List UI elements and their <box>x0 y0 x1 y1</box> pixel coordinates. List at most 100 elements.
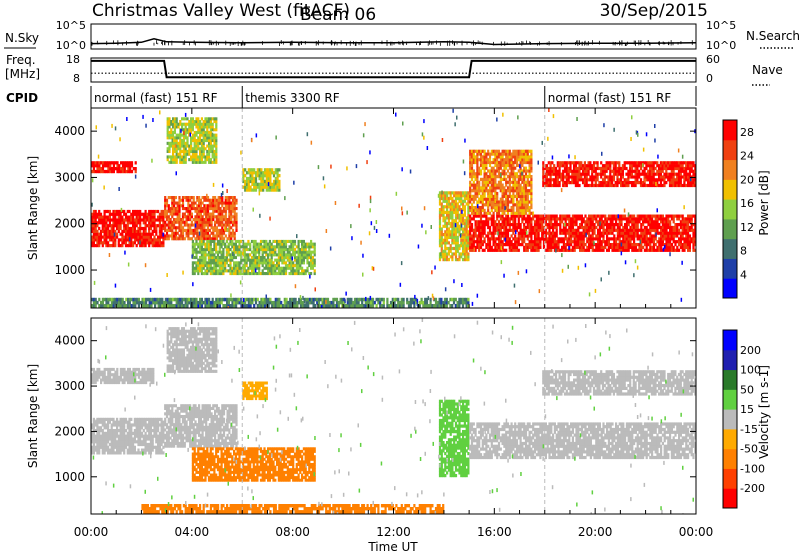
heatmap-cell <box>643 248 646 252</box>
heatmap-cell <box>198 209 201 213</box>
heatmap-cell <box>550 243 553 247</box>
heatmap-cell <box>189 231 192 235</box>
heatmap-cell <box>224 209 227 213</box>
heatmap-cell <box>476 228 479 232</box>
heatmap-cell <box>202 248 205 252</box>
heatmap-cell <box>116 235 119 239</box>
heatmap-cell <box>290 266 293 270</box>
heatmap-cell <box>449 210 452 214</box>
heatmap-cell <box>123 235 126 239</box>
heatmap-cell <box>293 258 297 262</box>
heatmap-cell <box>256 256 259 260</box>
heatmap-cell <box>676 225 679 230</box>
heatmap-cell <box>208 220 211 224</box>
heatmap-cell <box>114 241 117 245</box>
heatmap-cell <box>94 304 97 308</box>
heatmap-cell <box>166 300 169 305</box>
heatmap-cell <box>206 155 209 159</box>
heatmap-cell <box>201 218 204 222</box>
heatmap-cell <box>567 181 570 185</box>
heatmap-cell <box>171 228 174 232</box>
heatmap-cell <box>200 152 203 156</box>
heatmap-cell <box>242 304 245 308</box>
heatmap-cell <box>256 185 259 189</box>
heatmap-cell <box>112 304 115 308</box>
heatmap-cell <box>119 215 122 219</box>
heatmap-cell <box>446 241 449 245</box>
heatmap-cell <box>618 220 621 224</box>
heatmap-cell <box>101 161 105 165</box>
heatmap-cell <box>458 246 461 251</box>
heatmap-cell <box>196 196 199 200</box>
heatmap-cell <box>317 300 321 305</box>
heatmap-cell <box>570 225 573 230</box>
heatmap-cell <box>679 214 682 218</box>
heatmap-cell <box>539 220 542 224</box>
heatmap-cell <box>188 300 191 305</box>
heatmap-cell <box>476 223 479 227</box>
heatmap-cell <box>573 220 576 224</box>
heatmap-cell <box>530 225 533 230</box>
heatmap-cell <box>136 297 139 302</box>
heatmap-cell <box>209 250 212 254</box>
heatmap-cell <box>591 181 594 185</box>
heatmap-cell <box>562 175 565 179</box>
heatmap-cell <box>263 248 266 252</box>
heatmap-cell <box>656 223 659 227</box>
heatmap-cell <box>602 245 605 249</box>
heatmap-cell <box>179 152 182 156</box>
heatmap-cell <box>618 225 621 230</box>
heatmap-cell <box>558 175 561 179</box>
heatmap-cell <box>564 223 567 227</box>
heatmap-cell <box>642 223 645 227</box>
heatmap-cell <box>153 221 156 225</box>
heatmap-cell <box>215 226 218 230</box>
heatmap-cell <box>446 252 449 256</box>
heatmap-cell <box>546 231 549 235</box>
heatmap-cell <box>526 237 529 241</box>
heatmap-cell <box>109 304 112 308</box>
heatmap-cell <box>110 218 113 222</box>
heatmap-cell <box>690 217 693 221</box>
heatmap-cell <box>604 214 607 218</box>
heatmap-cell <box>249 176 252 181</box>
heatmap-cell <box>314 304 317 308</box>
heatmap-cell <box>310 245 313 249</box>
heatmap-cell <box>591 214 594 218</box>
heatmap-cell <box>130 229 133 233</box>
heatmap-cell <box>191 136 194 140</box>
cpid-label: CPID <box>6 91 38 105</box>
heatmap-cell <box>142 218 145 222</box>
heatmap-cell <box>158 244 161 248</box>
heatmap-cell <box>233 253 236 257</box>
heatmap-cell <box>499 214 502 218</box>
heatmap-cell <box>192 196 195 200</box>
heatmap-cell <box>515 240 519 244</box>
heatmap-cell <box>574 161 577 165</box>
heatmap-cell <box>505 248 508 252</box>
heatmap-cell <box>99 221 103 225</box>
heatmap-cell <box>301 300 304 305</box>
heatmap-cell <box>454 238 458 242</box>
heatmap-cell <box>616 234 619 238</box>
heatmap-cell <box>636 214 639 218</box>
heatmap-cell <box>297 261 300 265</box>
heatmap-cell <box>211 160 214 164</box>
heatmap-cell <box>547 161 550 165</box>
heatmap-cell <box>469 225 472 230</box>
heatmap-cell <box>146 235 149 239</box>
heatmap-cell <box>368 300 371 305</box>
heatmap-cell <box>204 120 207 124</box>
heatmap-cell <box>168 149 171 153</box>
heatmap-cell <box>613 243 616 247</box>
heatmap-cell <box>268 242 271 246</box>
heatmap-cell <box>133 224 136 228</box>
heatmap-cell <box>105 244 108 248</box>
heatmap-cell <box>197 130 200 134</box>
heatmap-cell <box>201 220 204 224</box>
heatmap-cell <box>606 243 609 247</box>
heatmap-cell <box>413 304 416 308</box>
heatmap-cell <box>546 245 549 249</box>
heatmap-cell <box>210 198 213 202</box>
heatmap-cell <box>170 160 173 164</box>
